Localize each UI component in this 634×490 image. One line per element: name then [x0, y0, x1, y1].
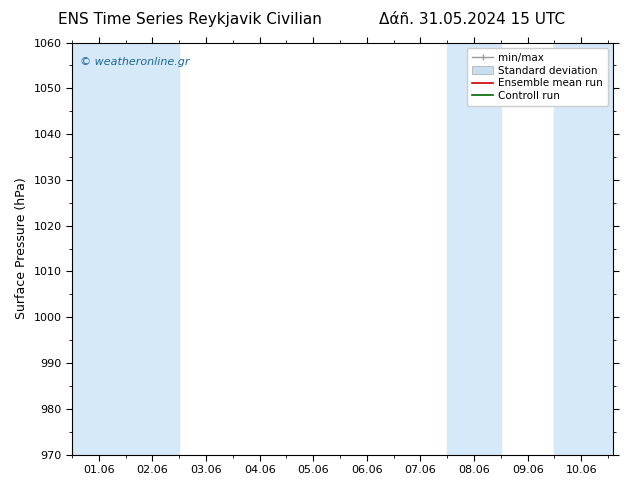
- Text: © weatheronline.gr: © weatheronline.gr: [81, 57, 190, 67]
- Bar: [72, 43, 179, 455]
- Bar: [555, 43, 586, 455]
- Y-axis label: Surface Pressure (hPa): Surface Pressure (hPa): [15, 178, 28, 319]
- Legend: min/max, Standard deviation, Ensemble mean run, Controll run: min/max, Standard deviation, Ensemble me…: [467, 48, 608, 106]
- Bar: [448, 43, 501, 455]
- Text: Δάñ. 31.05.2024 15 UTC: Δάñ. 31.05.2024 15 UTC: [379, 12, 566, 27]
- Bar: [555, 43, 614, 455]
- Text: ENS Time Series Reykjavik Civilian: ENS Time Series Reykjavik Civilian: [58, 12, 322, 27]
